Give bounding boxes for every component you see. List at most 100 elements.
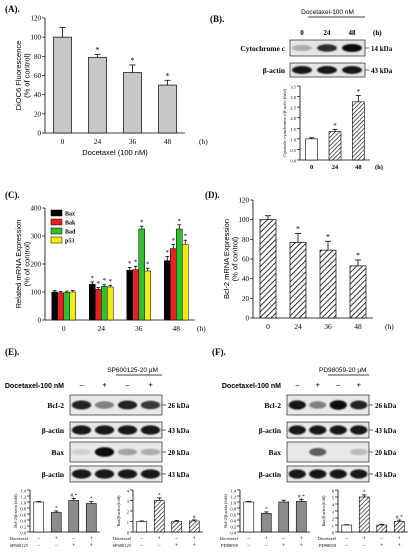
significance-star: * [178, 217, 182, 225]
blot-band [350, 425, 368, 435]
treatment-label: Docetaxel-100 nM [222, 383, 281, 390]
y-tick-label: 3 [332, 510, 335, 515]
blot-band [71, 425, 92, 435]
bar [243, 501, 255, 533]
treatment-sign: − [336, 381, 341, 390]
y-tick-label: 3.5 [290, 85, 296, 90]
bar [53, 36, 72, 134]
y-tick-label: 1.5 [290, 127, 296, 132]
blot-band [117, 448, 138, 456]
blot-band [94, 469, 115, 479]
row1-sign: + [193, 536, 197, 542]
legend-swatch [50, 236, 63, 244]
blot-row-label: β-actin [259, 470, 282, 479]
y-tick-label: 0.4 [230, 519, 236, 524]
x-unit-label: (h) [375, 164, 383, 171]
panel-label-d: (D). [205, 190, 220, 200]
bar [95, 288, 102, 321]
blot-row-label: β-actin [42, 470, 65, 479]
blot-band [350, 400, 368, 410]
bar [259, 219, 277, 319]
significance-mark: * [55, 506, 58, 512]
legend-swatch [50, 227, 63, 235]
bar [158, 84, 177, 134]
y-tick-label: 40 [34, 91, 42, 99]
y-tick-label: 0.0 [290, 159, 296, 164]
bar [171, 521, 183, 533]
row1-label: Docetaxel [10, 536, 29, 541]
significance-star: * [103, 277, 107, 285]
y-tick-label: 0 [38, 317, 42, 325]
panel-label-b: (B). [210, 14, 224, 24]
blot-band [292, 66, 312, 74]
chart-d-bcl2-mrna: 0 20 40 60 80 100 120 Bcl-2 mRNA Expression (% o… [222, 197, 394, 332]
significance-star: * [96, 45, 100, 54]
y-tick-label: 20 [242, 295, 250, 303]
y-tick-label: 2.5 [290, 106, 296, 111]
y-tick-label: 1 [127, 520, 129, 525]
y-tick-label: 1.0 [230, 501, 236, 506]
treatment-sign: + [315, 381, 320, 390]
kda-label: 43 kDa [371, 67, 393, 75]
blot-band [329, 469, 347, 479]
blot-row-label: β-actin [42, 426, 65, 435]
row1-label: Docetaxel [220, 536, 239, 541]
y-axis-label: DiOC6 Fluorescence [14, 41, 23, 111]
y-tick-label: 1 [332, 524, 334, 529]
row1-sign: + [55, 536, 59, 542]
bar [182, 244, 189, 321]
significance-star: * [131, 56, 135, 65]
significance-mark: * [158, 492, 161, 498]
y-tick-label: 60 [242, 256, 250, 264]
significance-mark: #,* [396, 515, 403, 521]
x-tick-label: 48 [173, 324, 181, 333]
blot-band [71, 449, 92, 455]
y-axis-label-unit: (% of control) [23, 53, 32, 98]
row2-sign: + [72, 543, 76, 549]
row1-sign: − [140, 536, 144, 542]
y-tick-label: 40 [242, 275, 250, 283]
significance-star: * [184, 233, 188, 241]
row2-sign: + [380, 543, 384, 549]
x-unit-label: (h) [199, 137, 208, 146]
y-tick-label: 0.0 [20, 531, 26, 536]
significance-star: * [91, 274, 95, 282]
blot-row-label: Bcl-2 [264, 401, 281, 410]
y-tick-label: 2.0 [290, 116, 296, 121]
row2-sign: − [247, 543, 251, 549]
row2-sign: + [90, 543, 94, 549]
y-axis-label: Bcl-2 mRNA Expression [222, 219, 231, 299]
y-tick-label: 0.6 [230, 513, 236, 518]
blot-band [350, 469, 368, 479]
blot-band [292, 45, 312, 51]
bar [63, 292, 70, 321]
bar [51, 291, 58, 321]
y-tick-label: 6 [332, 489, 335, 494]
y-tick-label: 60 [34, 72, 42, 80]
legend-label: Bax [65, 212, 75, 218]
bar [89, 283, 96, 321]
row1-sign: + [398, 536, 402, 542]
y-axis-label: Bax/β-actin (fold) [116, 495, 121, 527]
blot-band [117, 425, 138, 435]
y-tick-label: 400 [31, 205, 42, 213]
kda-label: 20 kDa [168, 449, 190, 457]
row1-sign: − [37, 536, 41, 542]
bar [341, 524, 353, 533]
bar [358, 496, 370, 533]
legend: Bax Bak Bad p53 [50, 209, 76, 245]
bar [123, 72, 142, 134]
significance-star: * [146, 261, 150, 269]
bar [57, 292, 64, 321]
time-label: 0 [300, 29, 304, 37]
significance-star: * [109, 278, 113, 286]
treatment-label: Docetaxel-100 nM [5, 383, 64, 390]
y-axis-label: Bcl-2/β-actin (fold) [223, 494, 228, 528]
blot-band [342, 66, 362, 74]
x-tick-label: 48 [164, 137, 172, 146]
significance-star: * [333, 122, 337, 130]
x-unit-label: (h) [197, 324, 206, 333]
significance-mark: #,* [298, 494, 305, 500]
y-tick-label: 1.4 [20, 489, 26, 494]
